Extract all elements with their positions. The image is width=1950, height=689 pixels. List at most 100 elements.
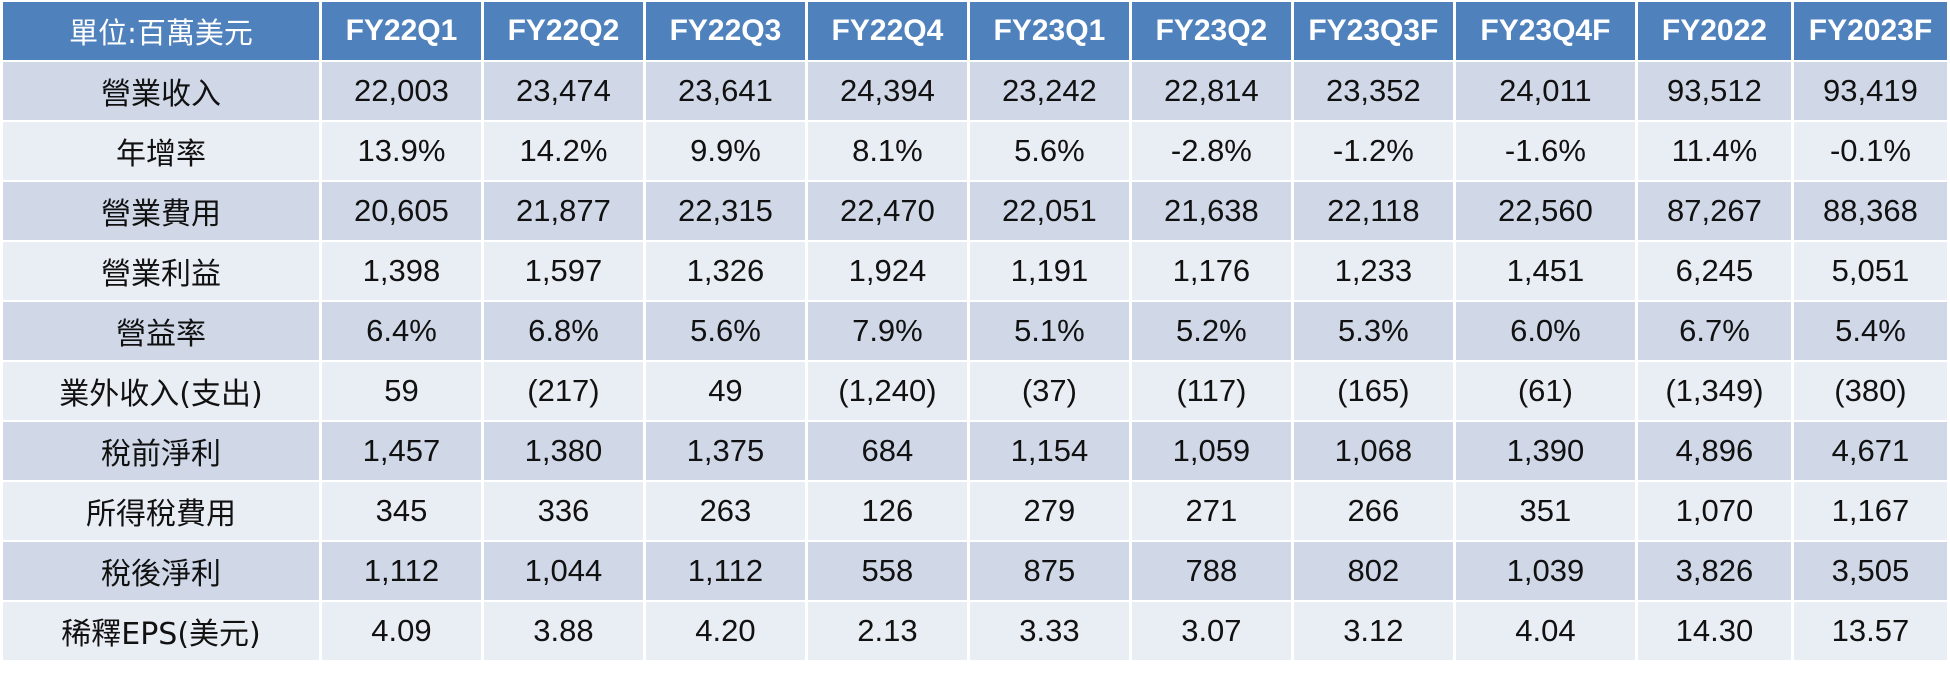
value-cell: 1,059 [1131,422,1291,480]
value-cell: 1,380 [483,422,643,480]
value-cell: 13.57 [1793,602,1947,660]
value-cell: 5.6% [969,122,1129,180]
value-cell: 5.4% [1793,302,1947,360]
value-cell: 1,390 [1455,422,1635,480]
value-cell: 5.3% [1293,302,1453,360]
value-cell: 1,039 [1455,542,1635,600]
value-cell: 1,167 [1793,482,1947,540]
value-cell: 7.9% [807,302,967,360]
value-cell: 93,419 [1793,62,1947,120]
value-cell: 22,003 [321,62,481,120]
value-cell: 14.2% [483,122,643,180]
value-cell: 24,011 [1455,62,1635,120]
value-cell: 1,398 [321,242,481,300]
value-cell: 279 [969,482,1129,540]
value-cell: 88,368 [1793,182,1947,240]
header-row: 單位:百萬美元 FY22Q1 FY22Q2 FY22Q3 FY22Q4 FY23… [3,2,1947,60]
value-cell: 5.2% [1131,302,1291,360]
value-cell: 24,394 [807,62,967,120]
value-cell: 126 [807,482,967,540]
value-cell: 21,638 [1131,182,1291,240]
value-cell: 9.9% [645,122,805,180]
column-header: FY2022 [1637,2,1791,60]
value-cell: 263 [645,482,805,540]
table-row: 所得稅費用 345 336 263 126 279 271 266 351 1,070 1,167 [3,482,1947,540]
value-cell: 6.0% [1455,302,1635,360]
row-label: 營業費用 [3,182,319,240]
column-header: FY2023F [1793,2,1947,60]
value-cell: 1,154 [969,422,1129,480]
value-cell: 351 [1455,482,1635,540]
value-cell: 1,597 [483,242,643,300]
value-cell: 271 [1131,482,1291,540]
value-cell: 3,505 [1793,542,1947,600]
value-cell: 4,671 [1793,422,1947,480]
value-cell: 21,877 [483,182,643,240]
table-row: 業外收入(支出) 59 (217) 49 (1,240) (37) (117) (165) (6… [3,362,1947,420]
row-label: 所得稅費用 [3,482,319,540]
row-label: 稅前淨利 [3,422,319,480]
value-cell: (217) [483,362,643,420]
value-cell: 1,068 [1293,422,1453,480]
value-cell: 3,826 [1637,542,1791,600]
column-header: FY23Q3F [1293,2,1453,60]
table-row: 營業費用 20,605 21,877 22,315 22,470 22,051 21,638… [3,182,1947,240]
table-row: 營業收入 22,003 23,474 23,641 24,394 23,242 22,814… [3,62,1947,120]
value-cell: 1,457 [321,422,481,480]
column-header: FY22Q3 [645,2,805,60]
value-cell: 1,112 [321,542,481,600]
value-cell: 11.4% [1637,122,1791,180]
value-cell: 22,118 [1293,182,1453,240]
column-header: FY22Q2 [483,2,643,60]
value-cell: 6.4% [321,302,481,360]
column-header: FY22Q4 [807,2,967,60]
value-cell: (1,240) [807,362,967,420]
table-row: 營益率 6.4% 6.8% 5.6% 7.9% 5.1% 5.2% 5.3% 6.0% 6.7% 5… [3,302,1947,360]
row-label: 稀釋EPS(美元) [3,602,319,660]
value-cell: 14.30 [1637,602,1791,660]
value-cell: 4,896 [1637,422,1791,480]
value-cell: 1,044 [483,542,643,600]
value-cell: 49 [645,362,805,420]
value-cell: 22,315 [645,182,805,240]
value-cell: 558 [807,542,967,600]
value-cell: 5.1% [969,302,1129,360]
row-label: 業外收入(支出) [3,362,319,420]
row-label: 年增率 [3,122,319,180]
value-cell: (117) [1131,362,1291,420]
value-cell: 3.33 [969,602,1129,660]
value-cell: 1,070 [1637,482,1791,540]
value-cell: 6,245 [1637,242,1791,300]
column-header: FY22Q1 [321,2,481,60]
value-cell: 2.13 [807,602,967,660]
row-label: 營業利益 [3,242,319,300]
row-label: 稅後淨利 [3,542,319,600]
table-row: 稀釋EPS(美元) 4.09 3.88 4.20 2.13 3.33 3.07 3.12 4.0… [3,602,1947,660]
value-cell: -1.2% [1293,122,1453,180]
value-cell: 3.88 [483,602,643,660]
value-cell: 875 [969,542,1129,600]
value-cell: 4.20 [645,602,805,660]
unit-header-cell: 單位:百萬美元 [3,2,319,60]
table-header: 單位:百萬美元 FY22Q1 FY22Q2 FY22Q3 FY22Q4 FY23… [3,2,1947,60]
column-header: FY23Q4F [1455,2,1635,60]
financial-table: 單位:百萬美元 FY22Q1 FY22Q2 FY22Q3 FY22Q4 FY23… [3,2,1947,660]
value-cell: 93,512 [1637,62,1791,120]
value-cell: 5,051 [1793,242,1947,300]
value-cell: 1,375 [645,422,805,480]
column-header: FY23Q2 [1131,2,1291,60]
value-cell: 13.9% [321,122,481,180]
value-cell: 23,352 [1293,62,1453,120]
value-cell: 22,051 [969,182,1129,240]
value-cell: 6.7% [1637,302,1791,360]
value-cell: 3.12 [1293,602,1453,660]
table-body: 營業收入 22,003 23,474 23,641 24,394 23,242 22,814… [3,62,1947,660]
table-row: 年增率 13.9% 14.2% 9.9% 8.1% 5.6% -2.8% -1.2% -1.6%… [3,122,1947,180]
value-cell: 266 [1293,482,1453,540]
value-cell: 1,451 [1455,242,1635,300]
value-cell: -0.1% [1793,122,1947,180]
value-cell: -2.8% [1131,122,1291,180]
table-row: 稅後淨利 1,112 1,044 1,112 558 875 788 802 1,039 3,82… [3,542,1947,600]
value-cell: 1,191 [969,242,1129,300]
value-cell: 3.07 [1131,602,1291,660]
